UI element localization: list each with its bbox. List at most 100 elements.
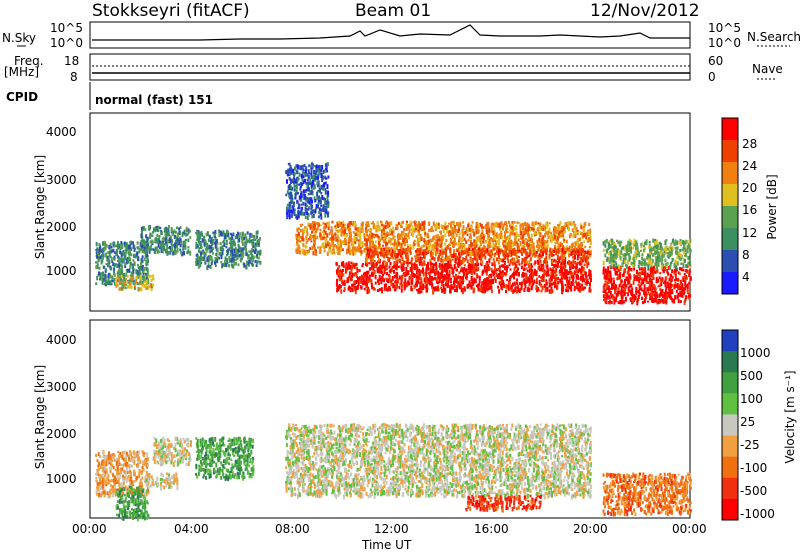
power-cell: [297, 165, 300, 169]
power-cell: [324, 200, 327, 205]
power-cell: [164, 250, 167, 254]
power-cell: [108, 244, 111, 250]
power-cell: [480, 223, 483, 229]
power-cell: [561, 226, 563, 231]
freq-bottom-tick: 8: [70, 70, 78, 84]
power-cell: [388, 286, 391, 290]
power-cell: [588, 253, 591, 257]
power-cell: [432, 277, 435, 281]
power-cell: [455, 276, 458, 281]
power-cell: [387, 246, 390, 250]
power-cell: [257, 238, 260, 244]
power-cell: [336, 221, 339, 226]
power-cell: [458, 271, 461, 275]
power-cell: [236, 254, 239, 259]
power-cell: [485, 252, 488, 255]
power-cell: [381, 263, 384, 269]
nsearch-label: N.Search: [747, 30, 800, 44]
power-cell: [559, 256, 562, 260]
power-cell: [289, 203, 292, 207]
power-cell: [558, 271, 561, 274]
power-cell: [519, 242, 522, 247]
power-cell: [576, 229, 579, 232]
power-cell: [321, 175, 324, 180]
power-cell: [480, 257, 483, 262]
power-cell: [552, 274, 555, 279]
power-cell: [320, 192, 323, 195]
power-cell: [390, 267, 393, 272]
power-cell: [506, 256, 509, 261]
power-cell: [516, 286, 519, 289]
power-cell: [441, 289, 443, 292]
power-cell: [513, 257, 516, 263]
power-cell: [231, 247, 234, 253]
power-cell: [336, 267, 339, 271]
power-cell: [113, 278, 116, 281]
power-cell: [373, 269, 376, 275]
power-cell: [578, 283, 581, 286]
power-cell: [361, 280, 364, 284]
power-cell: [306, 232, 309, 236]
power-cell: [307, 197, 310, 203]
power-cell: [96, 255, 98, 259]
power-cell: [520, 282, 523, 286]
power-cell: [448, 273, 451, 278]
power-cell: [317, 183, 319, 188]
power-cell: [315, 165, 318, 171]
power-cell: [211, 247, 213, 250]
xtick-0000: 00:00: [72, 522, 107, 536]
power-cell: [470, 257, 473, 263]
power-cell: [459, 244, 462, 247]
power-cell: [148, 274, 151, 278]
power-cell: [444, 257, 446, 262]
power-cell: [128, 252, 131, 256]
power-cell: [197, 232, 200, 237]
power-cell: [309, 247, 312, 250]
power-cell: [498, 265, 501, 268]
power-cell: [360, 278, 363, 284]
power-cell: [321, 164, 324, 170]
power-cell: [184, 244, 187, 250]
vel-cb-tick-m1000: -1000: [740, 507, 775, 521]
power-cell: [149, 246, 152, 250]
power-cell: [378, 282, 381, 285]
power-cell: [368, 252, 371, 257]
power-cell: [461, 233, 464, 238]
power-cell: [376, 234, 379, 238]
power-cell: [125, 277, 127, 281]
power-cell: [140, 240, 143, 245]
power-cell: [335, 224, 338, 229]
power-cell: [470, 249, 473, 252]
power-cell: [115, 280, 118, 284]
power-cell: [164, 248, 167, 252]
power-cell: [310, 173, 313, 176]
power-cell: [531, 227, 533, 231]
power-cell: [164, 237, 167, 243]
power-cell: [222, 230, 225, 234]
power-cell: [565, 269, 568, 275]
power-cell: [566, 276, 569, 279]
power-cell: [107, 262, 110, 265]
power-cell: [458, 252, 460, 256]
power-cell: [493, 253, 496, 258]
power-cell: [380, 235, 383, 241]
power-cell: [588, 277, 591, 280]
power-cell: [339, 239, 342, 244]
power-cell: [102, 257, 105, 260]
power-cell: [538, 253, 541, 258]
power-cell: [426, 241, 429, 244]
power-cell: [307, 187, 310, 191]
power-cell: [100, 261, 103, 265]
power-cell: [574, 231, 577, 235]
power-cell: [397, 265, 400, 269]
power-cell: [413, 266, 416, 271]
power-cell: [199, 231, 202, 237]
power-cell: [514, 249, 517, 254]
power-cell: [227, 248, 230, 253]
power-cell: [388, 279, 391, 283]
power-cell: [471, 221, 474, 224]
power-cell: [344, 229, 346, 234]
power-cell: [533, 262, 536, 266]
power-cell: [329, 244, 332, 250]
power-cell: [355, 274, 358, 277]
